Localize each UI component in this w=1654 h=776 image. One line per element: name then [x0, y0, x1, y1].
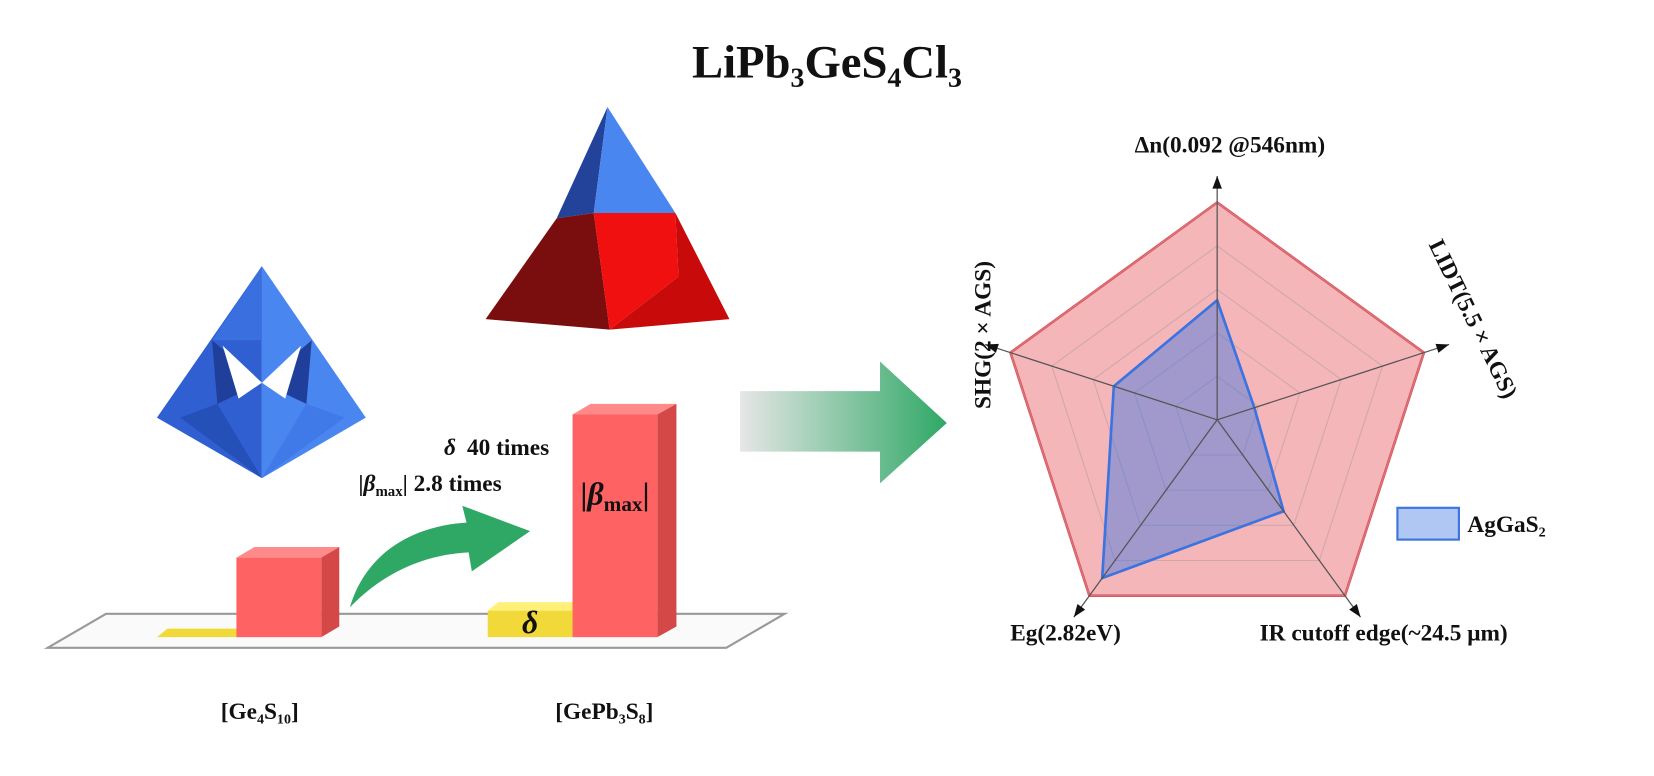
bars — [156, 403, 677, 638]
axis-arrowhead — [1435, 343, 1450, 353]
delta-label: δ — [522, 605, 538, 640]
grid-ring — [1092, 288, 1342, 526]
curved-arrow — [349, 505, 531, 608]
axis-arrowhead — [985, 343, 999, 353]
axis-label: Eg(2.82eV) — [1010, 620, 1121, 646]
grid-ring — [1133, 332, 1301, 491]
axis-label: IR cutoff edge(~24.5 μm) — [1260, 620, 1508, 646]
delta-symbol: δ — [444, 435, 456, 461]
ge4s10-polyhedron — [156, 266, 366, 479]
title: LiPb₃GeS₄Cl₃ — [692, 36, 962, 88]
grid-ring — [1009, 201, 1425, 597]
delta-change: 40 times — [467, 435, 549, 461]
axis-arrowhead — [1349, 603, 1361, 618]
radar-chart: Δn(0.092 @546nm) LIDT(5.5 × AGS) IR cutoff… — [970, 133, 1545, 647]
legend-swatch — [1396, 506, 1460, 541]
big-arrow — [740, 361, 947, 484]
axis-label: SHG(2 × AGS) — [970, 261, 996, 409]
axis-label: Δn(0.092 @546nm) — [1135, 133, 1325, 159]
left-structure-label: [Ge₄S₁₀] — [221, 699, 299, 725]
radar-axis — [1216, 343, 1450, 421]
radar-axis — [1216, 419, 1362, 618]
axis-arrowhead — [1212, 175, 1222, 189]
right-structure-label: [GePb₃S₈] — [555, 699, 653, 725]
grid-ring — [1051, 245, 1384, 562]
radar-axis — [1073, 419, 1218, 618]
axis-arrowhead — [1073, 603, 1086, 618]
gepb3s8-polyhedron — [485, 107, 730, 330]
radar-axis — [985, 343, 1218, 421]
axis-label: LIDT(5.5 × AGS) — [1423, 236, 1522, 403]
beta-change-label: |βmax| 2.8 times — [358, 471, 501, 500]
legend-label: AgGaS₂ — [1467, 512, 1545, 538]
radar-area — [1100, 298, 1286, 581]
